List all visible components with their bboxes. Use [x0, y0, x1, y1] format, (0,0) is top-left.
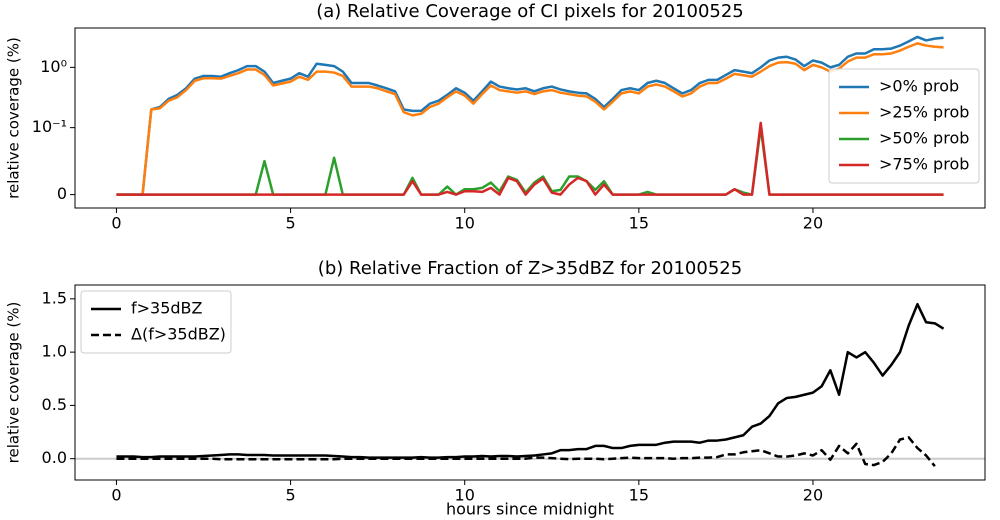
legend-label: f>35dBZ [131, 299, 203, 318]
x-tick-label: 20 [803, 486, 823, 505]
data-line [116, 42, 944, 196]
x-axis-label: hours since midnight [446, 500, 614, 519]
x-tick-label: 10 [455, 214, 475, 233]
y-tick-label: 1.5 [42, 288, 67, 307]
axes-frame [74, 27, 986, 209]
legend-label: Δ(f>35dBZ) [131, 325, 226, 344]
axes-frame [74, 284, 986, 481]
y-tick-label: 0 [57, 184, 67, 203]
data-line [116, 436, 936, 467]
x-tick-label: 10 [455, 486, 475, 505]
data-line [116, 35, 944, 196]
y-axis-label: relative coverage (%) [5, 37, 23, 199]
legend-label: >25% prob [879, 103, 969, 122]
data-line [116, 126, 944, 196]
y-tick-label: 10⁻¹ [32, 117, 67, 136]
legend-label: >75% prob [879, 155, 969, 174]
x-tick-label: 5 [285, 486, 295, 505]
chart-title: (b) Relative Fraction of Z>35dBZ for 201… [318, 258, 742, 279]
legend-box [828, 68, 980, 184]
x-tick-label: 5 [285, 214, 295, 233]
x-tick-label: 15 [629, 486, 649, 505]
legend-box [80, 290, 232, 354]
x-tick-label: 20 [803, 214, 823, 233]
x-tick-label: 15 [629, 214, 649, 233]
legend-label: >0% prob [879, 77, 959, 96]
y-tick-label: 1.0 [42, 342, 67, 361]
y-axis-label: relative coverage (%) [5, 302, 23, 464]
x-tick-label: 0 [111, 486, 121, 505]
data-line [116, 121, 944, 196]
x-tick-label: 0 [111, 214, 121, 233]
y-tick-label: 10⁰ [40, 57, 67, 76]
y-tick-label: 0.0 [42, 448, 67, 467]
y-tick-label: 0.5 [42, 395, 67, 414]
chart-title: (a) Relative Coverage of CI pixels for 2… [316, 1, 744, 22]
legend-label: >50% prob [879, 129, 969, 148]
data-line [116, 302, 945, 459]
